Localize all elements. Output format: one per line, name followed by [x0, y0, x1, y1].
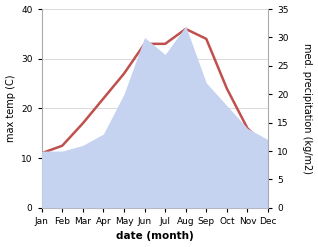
X-axis label: date (month): date (month)	[116, 231, 194, 242]
Y-axis label: max temp (C): max temp (C)	[5, 75, 16, 142]
Y-axis label: med. precipitation (kg/m2): med. precipitation (kg/m2)	[302, 43, 313, 174]
